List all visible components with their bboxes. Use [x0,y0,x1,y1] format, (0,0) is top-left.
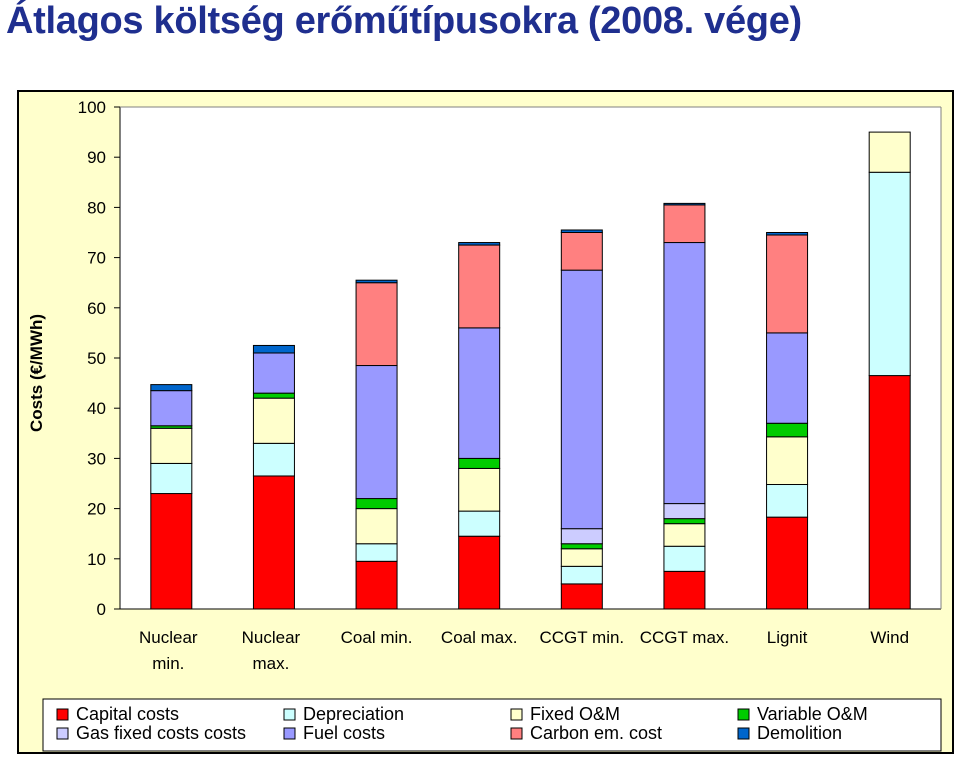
legend-swatch [737,727,750,740]
bar-segment [560,232,603,271]
bar-segment [663,202,706,206]
bar-segment [458,244,501,329]
bar-segment [355,279,398,284]
bar-segment [560,543,603,550]
bar-segment [663,545,706,572]
legend-swatch [283,727,296,740]
x-tick-label: CCGT min. [539,628,624,647]
y-tick-label: 0 [97,600,106,619]
legend-label: Capital costs [76,704,179,724]
bar-segment [458,242,501,246]
y-tick-label: 10 [87,550,106,569]
bar-segment [560,528,603,545]
bar-segment [252,475,295,610]
legend-swatch [283,708,296,721]
y-tick-label: 30 [87,449,106,468]
bar-segment [663,523,706,547]
bar-segment [766,232,809,236]
y-axis-title: Costs (€/MWh) [27,314,46,432]
legend-label: Variable O&M [757,704,868,724]
y-tick-label: 60 [87,299,106,318]
x-tick-label: CCGT max. [640,628,729,647]
bar-segment [355,560,398,610]
x-tick-label: Coal max. [441,628,518,647]
y-tick-label: 80 [87,198,106,217]
y-tick-label: 40 [87,399,106,418]
chart-title: Átlagos költség erőműtípusokra (2008. vé… [6,0,802,42]
bar-segment [663,204,706,244]
bar-segment [252,392,295,399]
legend-swatch [56,708,69,721]
bar-segment [663,242,706,505]
bar-segment [150,493,193,610]
bar-segment [150,462,193,495]
bar-segment [868,171,911,377]
bar-segment [663,570,706,610]
x-tick-label: Wind [870,628,909,647]
y-tick-label: 90 [87,148,106,167]
bar-segment [252,442,295,477]
bar-segment [252,397,295,444]
bar-segment [458,327,501,459]
bar-segment [560,229,603,234]
legend-swatch [737,708,750,721]
legend-label: Fixed O&M [530,704,620,724]
bar-segment [560,548,603,567]
bar-segment [868,131,911,173]
bar-segment [458,457,501,469]
x-tick-label: Lignit [767,628,808,647]
y-tick-label: 20 [87,500,106,519]
legend-label: Gas fixed costs costs [76,723,246,743]
x-tick-label: Coal min. [341,628,413,647]
bar-segment [252,344,295,354]
bar-segment [560,565,603,585]
x-tick-label: min. [152,654,184,673]
bar-segment [355,498,398,510]
bar-segment [355,365,398,500]
legend-label: Depreciation [303,704,404,724]
x-tick-label: Nuclear [242,628,301,647]
legend-label: Demolition [757,723,842,743]
bar-segment [560,583,603,610]
bar-segment [458,535,501,610]
bar-segment [766,422,809,438]
legend-swatch [510,727,523,740]
bar-segment [458,467,501,512]
bar-segment [663,518,706,525]
plot-background [120,107,941,609]
legend-swatch [510,708,523,721]
bar-segment [663,503,706,520]
legend-box [42,698,942,752]
bar-segment [355,282,398,367]
legend-label: Fuel costs [303,723,385,743]
bar-segment [150,427,193,464]
bar-segment [150,390,193,427]
y-tick-label: 50 [87,349,106,368]
bar-segment [766,234,809,334]
bar-segment [458,510,501,537]
y-tick-label: 100 [78,98,106,117]
bar-segment [868,375,911,610]
bar-segment [766,436,809,486]
bar-segment [252,352,295,394]
bar-segment [766,484,809,518]
legend-label: Carbon em. cost [530,723,662,743]
bar-segment [560,269,603,530]
bar-segment [150,384,193,392]
bar-segment [355,543,398,562]
x-tick-label: max. [253,654,290,673]
x-tick-label: Nuclear [139,628,198,647]
bar-segment [355,508,398,545]
bar-segment [766,516,809,610]
y-tick-label: 70 [87,249,106,268]
bar-segment [766,332,809,424]
legend-swatch [56,727,69,740]
